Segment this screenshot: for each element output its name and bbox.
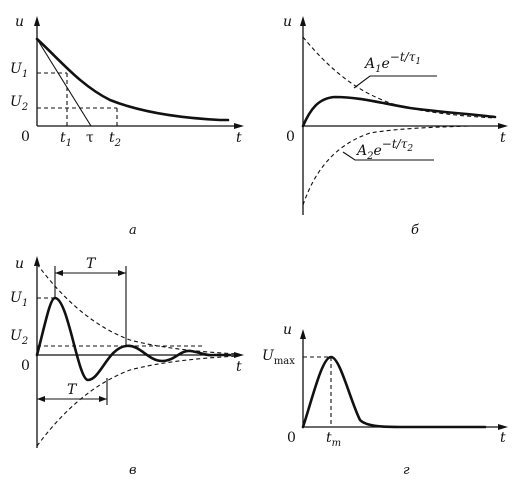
panel-v-u2-label: U2 — [10, 328, 28, 347]
panel-b-caption: б — [411, 223, 419, 238]
panel-a-x-arrow — [234, 123, 244, 129]
panel-a-tangent-line — [36, 38, 92, 127]
panel-g-x-arrow — [498, 424, 508, 430]
panel-v-x-arrow — [234, 352, 244, 358]
panel-a-zero-label: 0 — [21, 129, 30, 145]
panel-b-leader-2 — [342, 151, 434, 161]
panel-b-zero-label: 0 — [286, 129, 295, 145]
panel-a-t1-label: t1 — [60, 130, 72, 149]
panel-b-y-arrow — [300, 16, 306, 26]
panel-g-umax-label: Umax — [262, 348, 295, 367]
panel-v-caption: в — [129, 463, 137, 478]
panel-a-u-label: u — [15, 14, 24, 30]
panel-g-y-arrow — [300, 329, 306, 339]
panel-a: u U1 U2 0 t1 τ t2 t а — [10, 14, 244, 238]
panel-a-caption: а — [129, 223, 137, 238]
panel-v-t-bottom-arrow-left — [37, 396, 45, 402]
panel-v-t-label: t — [236, 359, 242, 375]
panel-g-u-label: u — [283, 322, 292, 338]
panel-a-t-label: t — [236, 130, 242, 146]
panel-g-caption: г — [403, 463, 410, 478]
panel-v: u U1 U2 0 T T t в — [10, 256, 244, 478]
panel-v-t-bottom-label: T — [67, 382, 78, 398]
panel-a-y-arrow — [34, 16, 40, 26]
panel-a-decay-curve — [35, 37, 230, 122]
panel-a-u2-label: U2 — [10, 94, 28, 113]
panel-v-t-top-label: T — [86, 256, 97, 272]
panel-v-t-top-arrow-right — [118, 270, 126, 276]
panel-v-y-arrow — [34, 256, 40, 266]
panel-b-formula-1: A1e−t/τ1 — [363, 50, 421, 75]
panel-b: u 0 t A1e−t/τ1 A2e−t/τ2 б — [283, 14, 508, 238]
panel-b-u-label: u — [283, 14, 292, 30]
panel-v-envelope-lower — [36, 355, 239, 447]
panel-b-x-arrow — [498, 123, 508, 129]
panel-v-envelope-upper — [36, 263, 239, 355]
panel-g-pulse-curve — [301, 355, 487, 429]
panel-v-t-top-arrow-left — [55, 270, 63, 276]
panel-b-leader-1 — [353, 75, 437, 89]
panel-g-zero-label: 0 — [287, 430, 296, 446]
panel-v-t-bottom-arrow-right — [99, 396, 107, 402]
panel-a-tau-label: τ — [86, 130, 94, 146]
panel-b-exp-negative — [302, 125, 471, 206]
panel-g: u Umax 0 tm t г — [262, 322, 508, 478]
panel-v-u1-label: U1 — [10, 290, 28, 309]
panel-b-formula-2: A2e−t/τ2 — [355, 137, 413, 162]
panel-b-t-label: t — [500, 130, 506, 146]
panel-g-t-label: t — [500, 430, 506, 446]
panel-b-result-curve — [301, 95, 497, 128]
panel-a-u1-label: U1 — [10, 61, 28, 80]
panel-v-zero-label: 0 — [21, 358, 30, 374]
panel-g-tm-label: tm — [326, 430, 341, 449]
panel-v-oscillation — [35, 296, 232, 382]
panel-v-u-label: u — [15, 256, 24, 272]
panel-a-t2-label: t2 — [109, 130, 121, 149]
